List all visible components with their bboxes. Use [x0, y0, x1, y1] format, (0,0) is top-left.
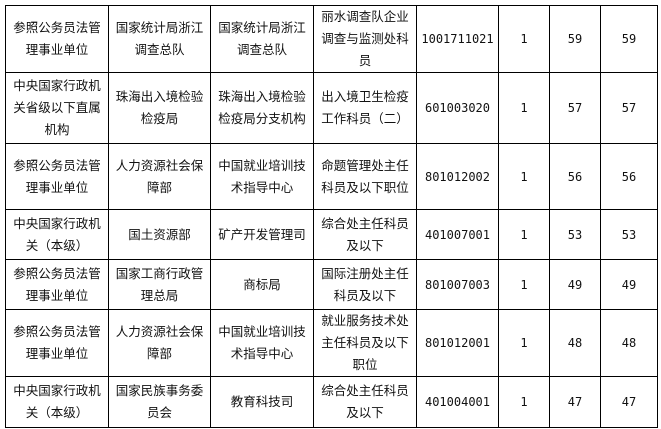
cell-code: 1001711021 [416, 5, 499, 73]
cell-quota: 1 [498, 72, 550, 144]
cell-position: 就业服务技术处主任科员及以下职位 [313, 309, 417, 377]
table-row: 中央国家行政机关（本级） 国家民族事务委员会 教育科技司 综合处主任科员及以下 4010… [5, 376, 658, 428]
cell-position: 国际注册处主任科员及以下 [313, 259, 417, 310]
cell-unit: 教育科技司 [210, 376, 314, 428]
cell-unit: 矿产开发管理司 [210, 209, 314, 260]
cell-applicants: 57 [549, 72, 601, 144]
cell-quota: 1 [498, 5, 550, 73]
cell-applicants: 59 [549, 5, 601, 73]
cell-type: 参照公务员法管理事业单位 [5, 5, 109, 73]
cell-approved: 53 [600, 209, 658, 260]
cell-code: 401007001 [416, 209, 499, 260]
cell-approved: 47 [600, 376, 658, 428]
cell-approved: 56 [600, 143, 658, 210]
cell-dept: 珠海出入境检验检疫局 [108, 72, 211, 144]
table-row: 参照公务员法管理事业单位 人力资源社会保障部 中国就业培训技术指导中心 就业服务技术处… [5, 309, 658, 377]
cell-dept: 人力资源社会保障部 [108, 143, 211, 210]
cell-code: 801012002 [416, 143, 499, 210]
table-row: 参照公务员法管理事业单位 国家工商行政管理总局 商标局 国际注册处主任科员及以下 801… [5, 259, 658, 310]
cell-quota: 1 [498, 259, 550, 310]
cell-code: 801007003 [416, 259, 499, 310]
cell-dept: 国家民族事务委员会 [108, 376, 211, 428]
cell-type: 参照公务员法管理事业单位 [5, 143, 109, 210]
cell-dept: 国家统计局浙江调查总队 [108, 5, 211, 73]
cell-applicants: 49 [549, 259, 601, 310]
cell-dept: 国家工商行政管理总局 [108, 259, 211, 310]
cell-applicants: 53 [549, 209, 601, 260]
cell-applicants: 47 [549, 376, 601, 428]
table-row: 参照公务员法管理事业单位 国家统计局浙江调查总队 国家统计局浙江调查总队 丽水调查队企… [5, 5, 658, 73]
cell-type: 参照公务员法管理事业单位 [5, 309, 109, 377]
cell-quota: 1 [498, 376, 550, 428]
cell-unit: 国家统计局浙江调查总队 [210, 5, 314, 73]
cell-code: 801012001 [416, 309, 499, 377]
recruitment-table: 参照公务员法管理事业单位 国家统计局浙江调查总队 国家统计局浙江调查总队 丽水调查队企… [5, 5, 658, 428]
cell-code: 401004001 [416, 376, 499, 428]
cell-type: 中央国家行政机关省级以下直属机构 [5, 72, 109, 144]
cell-approved: 59 [600, 5, 658, 73]
cell-quota: 1 [498, 209, 550, 260]
cell-position: 命题管理处主任科员及以下职位 [313, 143, 417, 210]
table-row: 中央国家行政机关省级以下直属机构 珠海出入境检验检疫局 珠海出入境检验检疫局分支机构… [5, 72, 658, 144]
cell-unit: 珠海出入境检验检疫局分支机构 [210, 72, 314, 144]
table-row: 中央国家行政机关（本级） 国土资源部 矿产开发管理司 综合处主任科员及以下 401007… [5, 209, 658, 260]
cell-quota: 1 [498, 143, 550, 210]
cell-position: 出入境卫生检疫工作科员（二） [313, 72, 417, 144]
cell-type: 中央国家行政机关（本级） [5, 376, 109, 428]
cell-dept: 人力资源社会保障部 [108, 309, 211, 377]
cell-position: 丽水调查队企业调查与监测处科员 [313, 5, 417, 73]
cell-code: 601003020 [416, 72, 499, 144]
cell-approved: 49 [600, 259, 658, 310]
cell-unit: 中国就业培训技术指导中心 [210, 143, 314, 210]
cell-position: 综合处主任科员及以下 [313, 376, 417, 428]
cell-type: 中央国家行政机关（本级） [5, 209, 109, 260]
table-row: 参照公务员法管理事业单位 人力资源社会保障部 中国就业培训技术指导中心 命题管理处主任… [5, 143, 658, 210]
cell-unit: 中国就业培训技术指导中心 [210, 309, 314, 377]
cell-approved: 48 [600, 309, 658, 377]
cell-unit: 商标局 [210, 259, 314, 310]
cell-dept: 国土资源部 [108, 209, 211, 260]
cell-quota: 1 [498, 309, 550, 377]
cell-applicants: 48 [549, 309, 601, 377]
cell-type: 参照公务员法管理事业单位 [5, 259, 109, 310]
cell-applicants: 56 [549, 143, 601, 210]
cell-position: 综合处主任科员及以下 [313, 209, 417, 260]
cell-approved: 57 [600, 72, 658, 144]
